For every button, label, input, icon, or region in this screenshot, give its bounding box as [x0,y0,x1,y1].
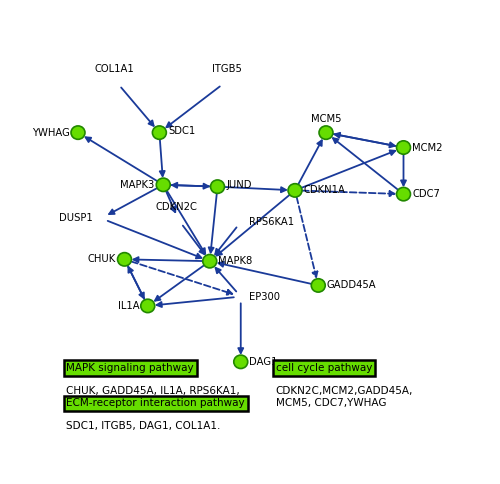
Text: CDKN1A: CDKN1A [304,185,346,196]
Text: SDC1: SDC1 [168,126,195,136]
Text: MAPK signaling pathway: MAPK signaling pathway [66,363,194,373]
Circle shape [203,255,216,268]
Text: RPS6KA1: RPS6KA1 [250,217,294,227]
Circle shape [312,279,325,292]
Circle shape [319,126,333,139]
Text: GADD45A: GADD45A [327,280,376,290]
Circle shape [71,126,85,139]
Text: CDKN2C: CDKN2C [156,202,198,212]
Text: CHUK, GADD45A, IL1A, RPS6KA1,
HSPA1B, DUSP1, JUND.: CHUK, GADD45A, IL1A, RPS6KA1, HSPA1B, DU… [66,386,240,408]
Text: ECM-receptor interaction pathway: ECM-receptor interaction pathway [66,398,245,408]
Text: MCM5: MCM5 [311,114,341,124]
Text: YWHAG: YWHAG [32,128,70,137]
Text: MAPK3: MAPK3 [120,180,154,190]
Text: SDC1, ITGB5, DAG1, COL1A1.: SDC1, ITGB5, DAG1, COL1A1. [66,422,221,431]
Text: CDKN2C,MCM2,GADD45A,
MCM5, CDC7,YWHAG: CDKN2C,MCM2,GADD45A, MCM5, CDC7,YWHAG [276,386,413,408]
Text: ITGB5: ITGB5 [212,64,242,74]
Circle shape [118,253,132,266]
Text: MAPK8: MAPK8 [218,256,252,266]
Circle shape [234,355,247,368]
Circle shape [210,180,224,194]
Circle shape [288,183,302,197]
Text: DAG1: DAG1 [250,357,278,367]
Text: DUSP1: DUSP1 [59,213,92,223]
Text: MCM2: MCM2 [412,142,442,152]
Text: COL1A1: COL1A1 [95,64,134,74]
Text: cell cycle pathway: cell cycle pathway [276,363,372,373]
Circle shape [152,126,166,139]
Circle shape [141,299,154,313]
Text: JUND: JUND [226,180,252,190]
Text: EP300: EP300 [250,291,280,302]
Text: CHUK: CHUK [88,254,116,264]
Circle shape [156,178,170,192]
Text: IL1A: IL1A [118,301,139,311]
Text: CDC7: CDC7 [412,189,440,199]
Circle shape [396,141,410,154]
Circle shape [396,187,410,201]
